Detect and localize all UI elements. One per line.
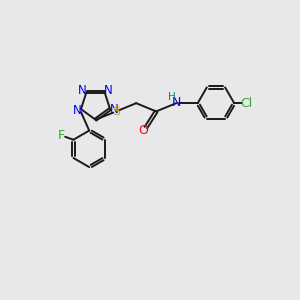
Text: H: H — [168, 92, 176, 102]
Text: N: N — [78, 84, 87, 97]
Text: N: N — [104, 84, 113, 97]
Text: O: O — [139, 124, 148, 137]
Text: N: N — [172, 96, 181, 109]
Text: F: F — [58, 129, 65, 142]
Text: N: N — [110, 103, 118, 116]
Text: Cl: Cl — [241, 97, 253, 110]
Text: N: N — [73, 104, 82, 117]
Text: S: S — [112, 105, 120, 118]
